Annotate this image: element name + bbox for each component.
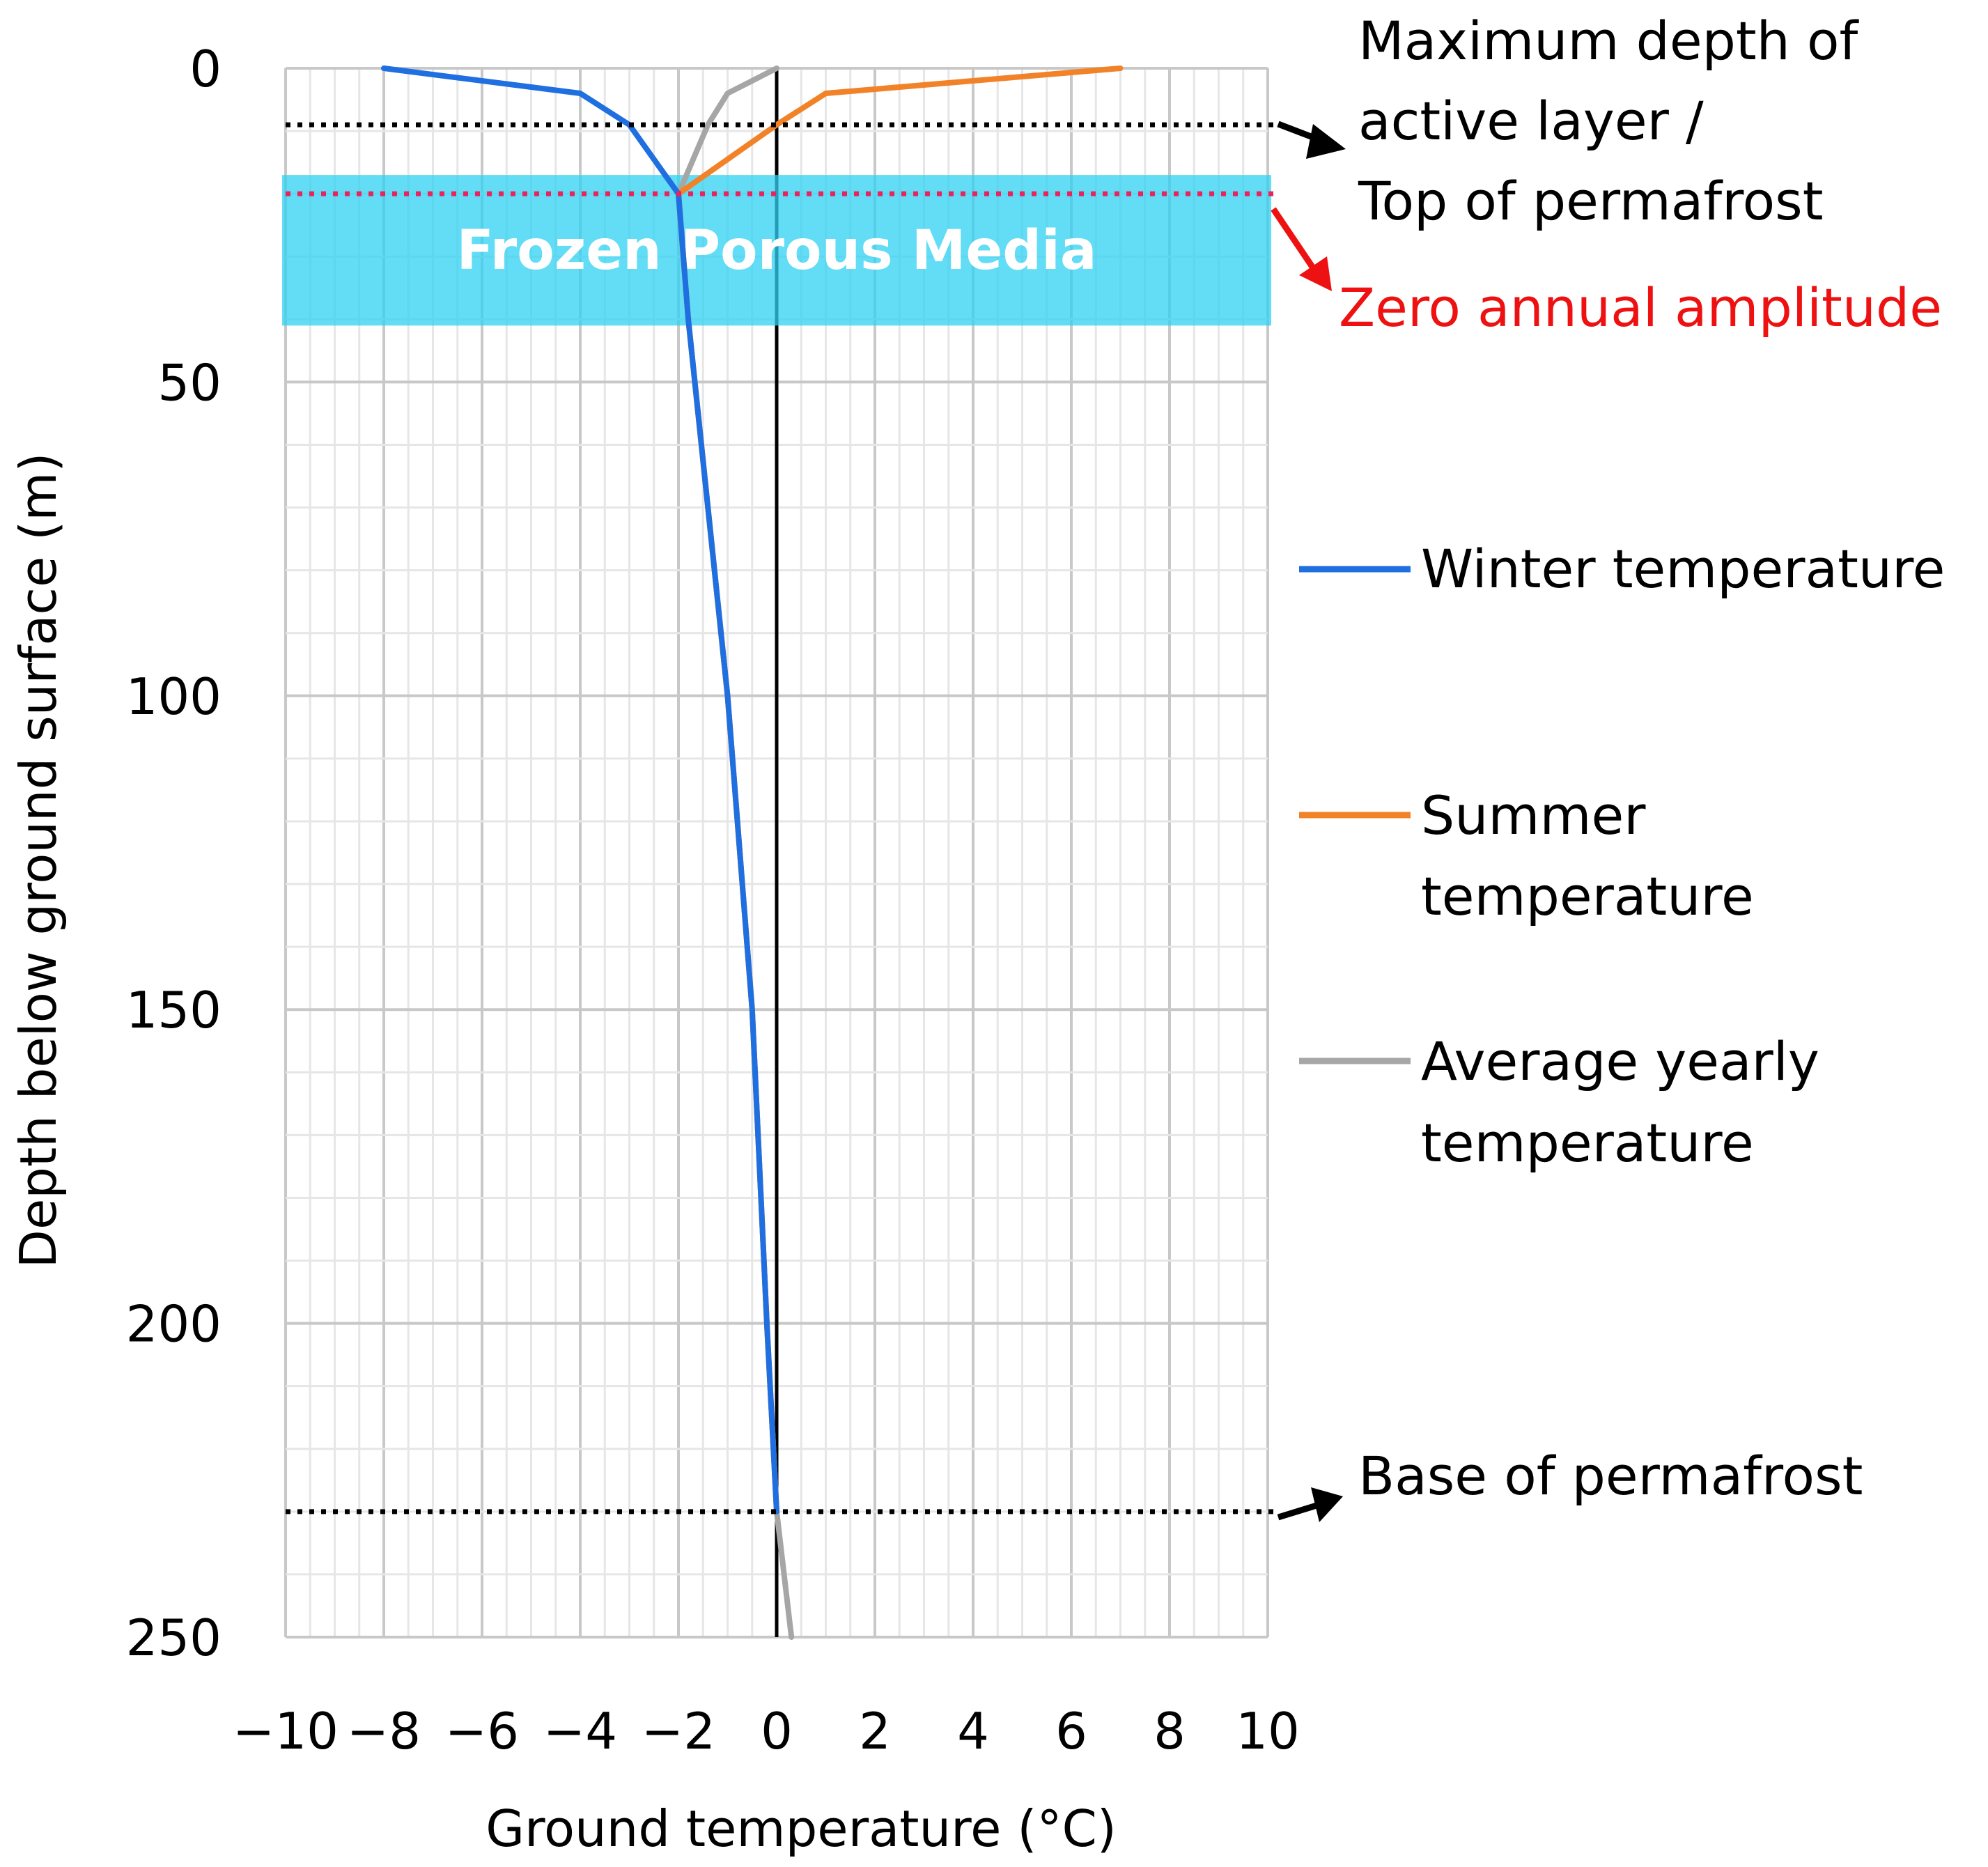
- legend-summer-label: Summer temperature: [1421, 784, 1754, 927]
- arrow-active-layer: [1277, 121, 1346, 159]
- y-tick-label: 250: [126, 1609, 222, 1667]
- x-axis-title: Ground temperature (°C): [486, 1799, 1117, 1858]
- y-tick-label: 0: [189, 40, 222, 98]
- legend-average-line1: Average yearly: [1421, 1030, 1819, 1092]
- x-tick-label: 2: [859, 1702, 891, 1760]
- x-tick-label: −4: [543, 1702, 617, 1760]
- frozen-band: Frozen Porous Media: [282, 175, 1271, 326]
- grid: [284, 67, 1269, 1639]
- x-tick-label: −8: [347, 1702, 421, 1760]
- x-tick-label: 4: [957, 1702, 989, 1760]
- annotation-active-layer-line1: Maximum depth of: [1358, 10, 1859, 72]
- series-line-winter: [381, 65, 779, 1514]
- legend-winter-label: Winter temperature: [1421, 538, 1945, 600]
- x-tick-label: −10: [233, 1702, 339, 1760]
- annotation-active-layer: Maximum depth of active layer / Top of p…: [1358, 10, 1874, 232]
- legend-summer-line1: Summer: [1421, 784, 1646, 846]
- legend-average-line2: temperature: [1421, 1112, 1754, 1174]
- arrow-base-of-permafrost: [1277, 1487, 1343, 1522]
- annotation-active-layer-line3: Top of permafrost: [1358, 170, 1824, 232]
- x-tick-label: 6: [1055, 1702, 1087, 1760]
- frozen-porous-media-label: Frozen Porous Media: [457, 219, 1097, 282]
- annotation-base-of-permafrost: Base of permafrost: [1358, 1445, 1863, 1507]
- x-tick-label: 0: [761, 1702, 793, 1760]
- x-tick-label: −6: [445, 1702, 519, 1760]
- legend-summer-line2: temperature: [1421, 865, 1754, 927]
- x-tick-label: 8: [1154, 1702, 1186, 1760]
- frozen-porous-media-band: [282, 175, 1271, 326]
- y-tick-label: 50: [157, 353, 222, 412]
- x-tick-label: 10: [1236, 1702, 1300, 1760]
- arrow-zero-annual-amplitude: [1271, 207, 1332, 291]
- y-tick-label: 150: [126, 981, 222, 1039]
- legend-average-label: Average yearly temperature: [1421, 1030, 1836, 1174]
- legend: Winter temperature Summer temperature Av…: [1299, 538, 1945, 1174]
- x-tick-label: −2: [642, 1702, 715, 1760]
- annotation-active-layer-line2: active layer /: [1358, 90, 1704, 152]
- y-axis-title: Depth below ground surface (m): [9, 453, 68, 1269]
- series: [381, 65, 1124, 1640]
- annotation-zero-annual-amplitude: Zero annual amplitude: [1339, 277, 1942, 339]
- y-tick-label: 100: [126, 667, 222, 726]
- legend-winter-line1: Winter temperature: [1421, 538, 1945, 600]
- y-tick-label: 200: [126, 1295, 222, 1354]
